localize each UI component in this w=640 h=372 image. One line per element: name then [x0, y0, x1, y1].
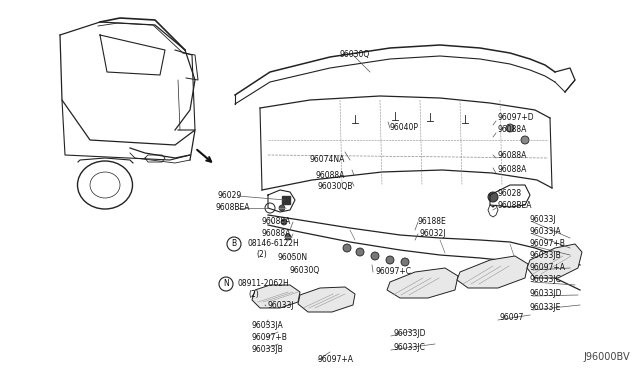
- Circle shape: [343, 244, 351, 252]
- Circle shape: [285, 234, 291, 240]
- Polygon shape: [527, 244, 582, 278]
- Circle shape: [281, 219, 287, 225]
- Text: 96040P: 96040P: [390, 124, 419, 132]
- Circle shape: [279, 205, 285, 211]
- Text: 96188E: 96188E: [418, 218, 447, 227]
- Text: 96097+D: 96097+D: [498, 113, 534, 122]
- Text: 96088A: 96088A: [498, 166, 527, 174]
- Polygon shape: [457, 256, 528, 288]
- Text: (2): (2): [256, 250, 267, 260]
- Circle shape: [356, 248, 364, 256]
- Text: 08911-2062H: 08911-2062H: [238, 279, 290, 289]
- Polygon shape: [282, 196, 290, 204]
- Text: B: B: [232, 240, 237, 248]
- Text: J96000BV: J96000BV: [584, 352, 630, 362]
- Text: 9608BEA: 9608BEA: [498, 202, 532, 211]
- Text: 96033JA: 96033JA: [252, 321, 284, 330]
- Text: 96028: 96028: [498, 189, 522, 199]
- Text: 96097+B: 96097+B: [530, 240, 566, 248]
- Text: 96097+A: 96097+A: [318, 356, 354, 365]
- Circle shape: [401, 258, 409, 266]
- Circle shape: [488, 192, 498, 202]
- Text: 96033JD: 96033JD: [393, 330, 426, 339]
- Text: 96074NA: 96074NA: [310, 155, 346, 164]
- Text: 96088A: 96088A: [262, 218, 291, 227]
- Text: 96088A: 96088A: [498, 151, 527, 160]
- Text: 96088A: 96088A: [262, 230, 291, 238]
- Text: 96033J: 96033J: [268, 301, 294, 311]
- Text: 96029: 96029: [218, 192, 243, 201]
- Text: 96097: 96097: [500, 314, 524, 323]
- Circle shape: [386, 256, 394, 264]
- Text: 96097+C: 96097+C: [375, 267, 411, 276]
- Text: (2): (2): [248, 291, 259, 299]
- Text: N: N: [223, 279, 229, 289]
- Polygon shape: [298, 287, 355, 312]
- Text: 96097+A: 96097+A: [530, 263, 566, 273]
- Text: 96097+B: 96097+B: [252, 333, 288, 341]
- Text: 96030Q: 96030Q: [340, 51, 370, 60]
- Text: 96088A: 96088A: [315, 170, 344, 180]
- Polygon shape: [387, 268, 458, 298]
- Text: 96033JB: 96033JB: [252, 344, 284, 353]
- Text: 96033JE: 96033JE: [530, 304, 561, 312]
- Text: 96033JC: 96033JC: [530, 276, 562, 285]
- Text: 96030QB: 96030QB: [318, 182, 353, 190]
- Text: 96033JB: 96033JB: [530, 251, 562, 260]
- Text: 96050N: 96050N: [278, 253, 308, 263]
- Text: 96032J: 96032J: [420, 230, 447, 238]
- Text: 96033JD: 96033JD: [530, 289, 563, 298]
- Text: 96033JC: 96033JC: [393, 343, 425, 353]
- Circle shape: [371, 252, 379, 260]
- Text: 08146-6122H: 08146-6122H: [248, 240, 300, 248]
- Text: 9608BEA: 9608BEA: [216, 203, 250, 212]
- Text: 96033JA: 96033JA: [530, 228, 562, 237]
- Polygon shape: [252, 285, 300, 308]
- Circle shape: [521, 136, 529, 144]
- Text: 96030Q: 96030Q: [290, 266, 320, 275]
- Circle shape: [506, 124, 514, 132]
- Text: 96088A: 96088A: [498, 125, 527, 135]
- Text: 96033J: 96033J: [530, 215, 557, 224]
